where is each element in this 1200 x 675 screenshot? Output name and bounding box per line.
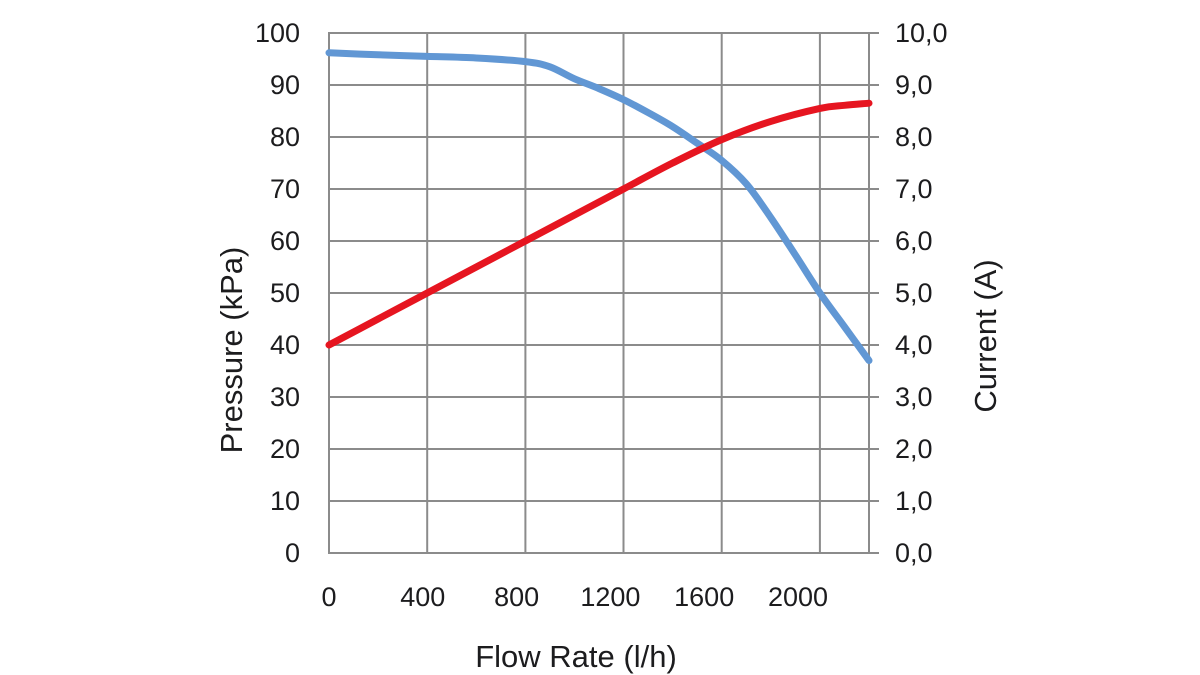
left-axis-tick-label: 10 xyxy=(269,486,300,516)
right-axis-tick-label: 4,0 xyxy=(895,330,933,360)
x-axis-title: Flow Rate (l/h) xyxy=(475,639,677,674)
right-axis-tick-label: 5,0 xyxy=(895,278,933,308)
left-axis-tick-label: 50 xyxy=(269,278,300,308)
pressure-curve xyxy=(325,49,873,365)
left-axis-tick-label: 100 xyxy=(254,18,300,48)
left-axis-title: Pressure (kPa) xyxy=(214,246,249,454)
x-axis-tick-label: 2000 xyxy=(767,582,829,612)
x-axis-tick-label: 800 xyxy=(494,582,540,612)
left-axis-tick-label: 80 xyxy=(269,122,300,152)
right-axis-tick-label: 3,0 xyxy=(895,382,933,412)
right-axis-tick-label: 7,0 xyxy=(895,174,933,204)
left-axis-tick-label: 90 xyxy=(269,70,300,100)
right-axis-tick-label: 8,0 xyxy=(895,122,933,152)
right-axis-tick-label: 1,0 xyxy=(895,486,933,516)
right-axis-title: Current (A) xyxy=(968,259,1003,413)
left-axis-tick-label: 60 xyxy=(269,226,300,256)
right-axis-tick-label: 2,0 xyxy=(895,434,933,464)
x-axis-tick-label: 0 xyxy=(321,582,337,612)
left-axis-tick-label: 0 xyxy=(284,538,300,568)
x-axis-tick-label: 1200 xyxy=(580,582,641,612)
right-axis-tick-label: 0,0 xyxy=(895,538,933,568)
current-curve xyxy=(325,99,873,349)
left-axis-tick-label: 20 xyxy=(269,434,300,464)
left-axis-tick-label: 40 xyxy=(269,330,300,360)
right-axis-tick-label: 9,0 xyxy=(895,70,933,100)
x-axis-tick-label: 400 xyxy=(400,582,446,612)
right-axis-tick-label: 10,0 xyxy=(895,18,948,48)
right-axis-tick-label: 6,0 xyxy=(895,226,933,256)
left-axis-tick-label: 30 xyxy=(269,382,300,412)
left-axis-tick-label: 70 xyxy=(269,174,300,204)
x-axis-tick-label: 1600 xyxy=(674,582,735,612)
plot-border xyxy=(328,32,870,554)
